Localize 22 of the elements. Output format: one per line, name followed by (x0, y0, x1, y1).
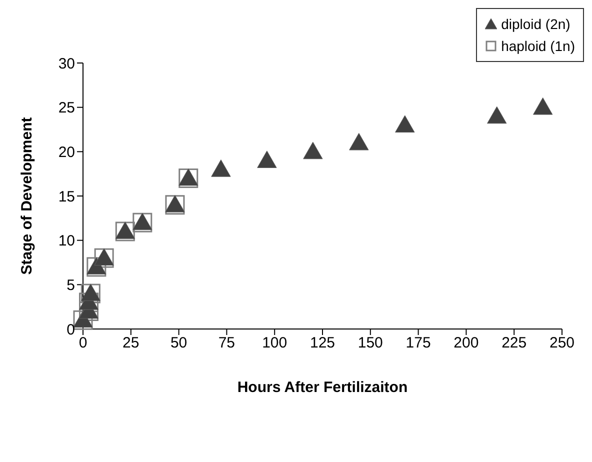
x-tick-label: 200 (454, 334, 479, 352)
x-tick-label: 225 (502, 334, 527, 352)
y-tick-label: 15 (58, 188, 75, 206)
x-tick-label: 175 (406, 334, 431, 352)
x-tick-label: 150 (358, 334, 383, 352)
x-tick-label: 25 (122, 334, 140, 352)
y-tick-label: 30 (58, 55, 75, 72)
x-tick-label: 250 (549, 334, 575, 352)
x-tick-label: 50 (170, 334, 188, 352)
y-tick-label: 25 (58, 100, 75, 117)
legend-label: haploid (1n) (501, 38, 575, 54)
y-tick-label: 10 (58, 232, 75, 250)
y-tick-label: 5 (66, 276, 75, 294)
y-axis-title: Stage of Development (18, 117, 36, 275)
x-tick-label: 100 (262, 334, 288, 352)
x-axis-title: Hours After Fertilizaiton (237, 379, 408, 396)
x-tick-label: 0 (78, 334, 88, 352)
y-tick-label: 20 (58, 144, 75, 161)
legend-label: diploid (2n) (501, 16, 570, 32)
x-tick-label: 125 (310, 334, 336, 352)
y-tick-label: 0 (66, 321, 75, 338)
x-tick-label: 75 (218, 334, 236, 352)
